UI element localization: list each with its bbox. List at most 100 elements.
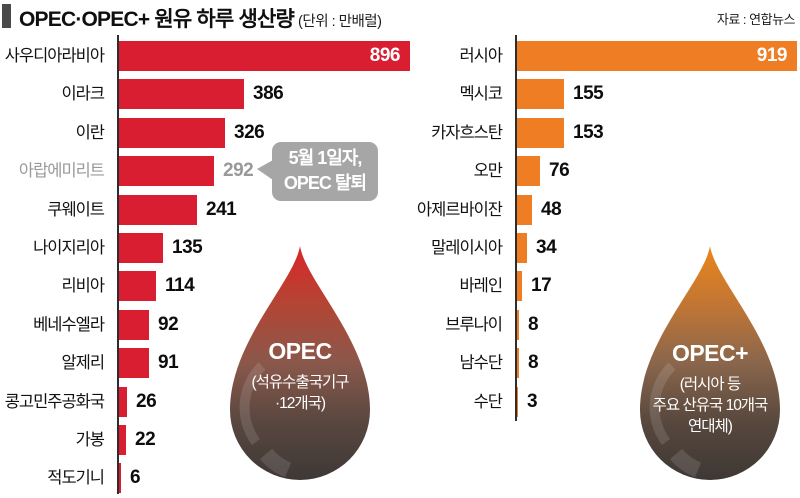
value-label: 76 [549, 160, 570, 182]
bar [517, 156, 540, 187]
category-label: 이라크 [61, 85, 105, 104]
bar [119, 386, 127, 417]
value-label: 91 [158, 352, 179, 374]
value-label: 241 [206, 198, 237, 220]
bar [119, 309, 149, 340]
value-label: 386 [253, 83, 284, 105]
bar-row-opec-plus-9: 수단 3 [398, 386, 800, 417]
category-label: 수단 [473, 392, 503, 411]
bar [119, 194, 197, 225]
opec-drop-title: OPEC [268, 338, 332, 364]
category-label: 카자흐스탄 [431, 123, 503, 142]
bar [119, 425, 126, 455]
bar: 896 [119, 41, 410, 71]
category-label: 남수단 [459, 354, 503, 373]
bar-row-opec-plus-5: 말레이시아 34 [398, 233, 800, 263]
opec-bar-chart: 사우디아라비아 896 이라크 386 이란 326 아랍에미리트 292 쿠웨이트 241 나이지… [0, 41, 420, 498]
bar [119, 463, 121, 494]
bar-row-opec-6: 리비아 114 [0, 271, 420, 302]
value-label: 919 [756, 45, 788, 66]
value-label: 17 [531, 275, 552, 297]
callout-line1: 5월 1일자, [288, 148, 363, 168]
bar [119, 271, 156, 302]
unit-label: (단위 : 만배럴) [298, 14, 382, 30]
category-label: 나이지리아 [33, 239, 105, 257]
bar-row-opec-plus-6: 바레인 17 [398, 271, 800, 302]
bar-row-opec-plus-0: 러시아 919 [398, 41, 800, 71]
bar-row-opec-plus-7: 브루나이 8 [398, 309, 800, 340]
opec-plus-oil-drop-icon [640, 246, 780, 480]
bar [119, 233, 163, 263]
opec-plus-drop-sub3: 연대체) [688, 418, 733, 435]
value-label: 114 [165, 275, 195, 297]
callout-line2: OPEC 탈퇴 [283, 173, 367, 193]
value-label: 155 [573, 83, 604, 105]
bar [517, 348, 519, 379]
value-label: 48 [541, 198, 562, 220]
value-label: 896 [369, 45, 401, 66]
page-title: OPEC·OPEC+ 원유 하루 생산량 (단위 : 만배럴) [19, 3, 382, 33]
bar [517, 233, 527, 263]
category-label: 콩고민주공화국 [4, 392, 105, 411]
value-label: 92 [158, 313, 179, 335]
bar-row-opec-7: 베네수엘라 92 [0, 309, 420, 340]
value-label: 135 [172, 237, 203, 258]
category-label: 이란 [75, 123, 105, 142]
value-label: 34 [536, 237, 557, 258]
category-label: 아랍에미리트 [18, 162, 105, 181]
bar-row-opec-plus-1: 멕시코 155 [398, 79, 800, 110]
bar [517, 309, 519, 340]
bar [517, 386, 518, 417]
bar [119, 79, 244, 110]
opec-plus-axis-line [515, 35, 517, 421]
category-label: 아제르바이잔 [416, 200, 503, 219]
bar-row-opec-2: 이란 326 [0, 117, 420, 148]
bar [119, 348, 149, 379]
bar-row-opec-10: 가봉 22 [0, 425, 420, 455]
opec-exit-callout: 5월 1일자, OPEC 탈퇴 [257, 142, 378, 201]
bar-row-opec-11: 적도기니 6 [0, 463, 420, 494]
title-bullet-square [2, 4, 11, 28]
callout-pointer-icon [257, 160, 273, 180]
category-label: 말레이시아 [431, 239, 503, 257]
bar-row-opec-8: 알제리 91 [0, 348, 420, 379]
category-label: 러시아 [459, 47, 503, 65]
opec-axis-line [117, 35, 119, 494]
bar-row-opec-5: 나이지리아 135 [0, 233, 420, 263]
value-label: 8 [528, 313, 539, 335]
category-label: 리비아 [61, 277, 105, 296]
bar [119, 117, 225, 148]
category-label: 사우디아라비아 [4, 47, 105, 65]
opec-plus-drop-sub1: (러시아 등 [679, 376, 742, 393]
value-label: 153 [573, 121, 604, 143]
category-label: 쿠웨이트 [47, 200, 105, 219]
bar-row-opec-3: 아랍에미리트 292 [0, 156, 420, 187]
bar [517, 79, 564, 110]
opec-plus-drop-label: OPEC+ (러시아 등 주요 산유국 10개국 연대체) [625, 340, 795, 437]
category-label: 바레인 [459, 277, 503, 296]
value-label: 8 [528, 352, 539, 374]
value-label: 326 [234, 121, 265, 143]
bar [517, 194, 532, 225]
bar-row-opec-9: 콩고민주공화국 26 [0, 386, 420, 417]
bar-row-opec-plus-3: 오만 76 [398, 156, 800, 187]
category-label: 알제리 [61, 354, 105, 373]
bar-row-opec-plus-4: 아제르바이잔 48 [398, 194, 800, 225]
opec-drop-sub1: (석유수출국기구 [251, 374, 350, 391]
value-label: 292 [223, 160, 254, 182]
bar-row-opec-plus-8: 남수단 8 [398, 348, 800, 379]
category-label: 가봉 [75, 431, 105, 449]
value-label: 6 [130, 467, 141, 489]
opec-drop-label: OPEC (석유수출국기구 ·12개국) [215, 338, 385, 414]
value-label: 26 [136, 390, 157, 412]
bar [517, 117, 564, 148]
category-label: 브루나이 [445, 315, 503, 334]
opec-drop-sub2: ·12개국) [274, 395, 326, 412]
opec-plus-drop-sub2: 주요 산유국 10개국 [652, 397, 769, 414]
bar-row-opec-1: 이라크 386 [0, 79, 420, 110]
opec-plus-bar-chart: 러시아 919 멕시코 155 카자흐스탄 153 오만 76 아제르바이잔 48 말레이시아 34 바… [398, 41, 800, 431]
bar [517, 271, 522, 302]
category-label: 베네수엘라 [33, 315, 105, 334]
value-label: 22 [135, 429, 156, 450]
